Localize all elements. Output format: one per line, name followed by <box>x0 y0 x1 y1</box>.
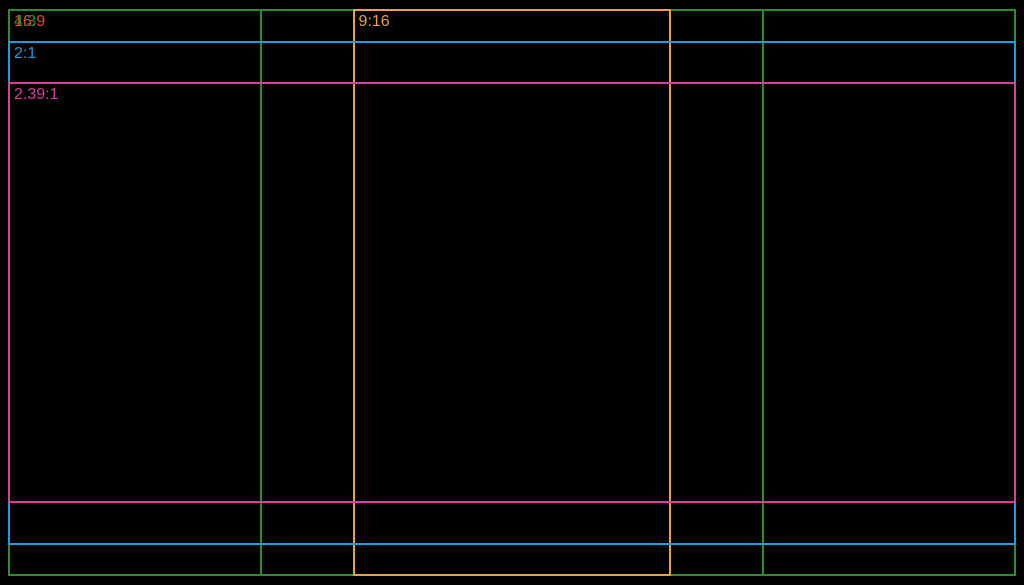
label-ratio-9-16: 9:16 <box>359 13 390 31</box>
frame-ratio-239-1 <box>8 82 1016 504</box>
label-ratio-239-1: 2.39:1 <box>14 86 58 104</box>
label-ratio-4-3-left: 4:3 <box>14 13 36 31</box>
aspect-ratio-overlay-diagram: 16:94:39:162:12.39:1 <box>0 0 1024 585</box>
label-ratio-2-1: 2:1 <box>14 45 36 63</box>
